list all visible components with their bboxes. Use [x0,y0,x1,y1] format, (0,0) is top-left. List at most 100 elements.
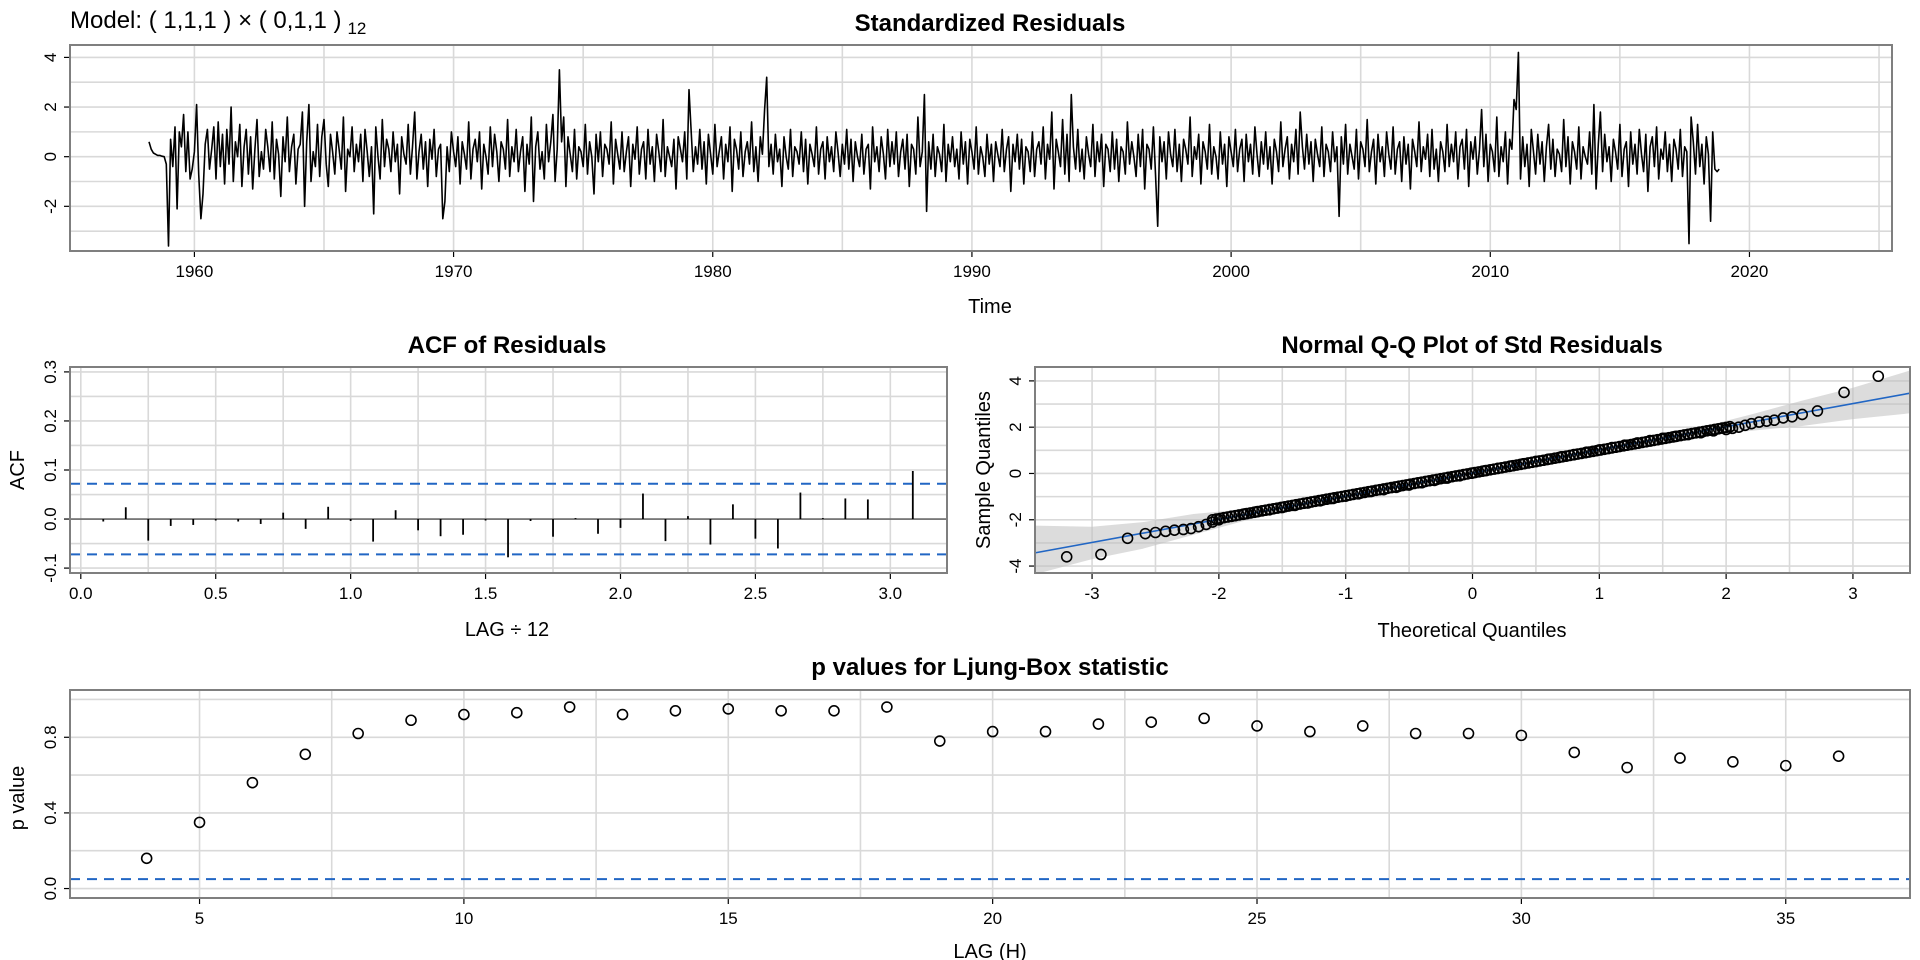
qq-point [1618,439,1631,452]
ljungbox-point [1356,720,1369,732]
qq-xlabel: Theoretical Quantiles [1378,620,1567,642]
qq-point [1694,426,1707,439]
ljungbox-plot-area [70,690,1910,898]
acf-xtick-label: 0.0 [69,584,93,603]
residuals-xtick-label: 1980 [694,262,732,281]
ljungbox-point [1832,750,1845,762]
acf-ytick-label: 0.1 [41,458,60,482]
qq-point [1669,430,1682,443]
ljungbox-point [1039,725,1052,738]
ljungbox-frame [69,689,1911,899]
qq-point [1760,415,1773,427]
ljungbox-point [775,704,787,717]
ljungbox-ylabel: p value [7,766,29,831]
qq-xtick-label: 3 [1848,584,1857,603]
qq-point [1745,417,1758,430]
qq-point [1263,504,1276,516]
qq-point [1838,386,1850,399]
ljungbox-xtick-label: 25 [1248,909,1267,928]
qq-point [1177,523,1190,536]
residuals-xtick-label: 1960 [175,262,213,281]
acf-ytick-label: 0.0 [41,507,60,531]
qq-point [1121,532,1134,545]
ljungbox-point [1515,729,1528,742]
qq-point [1872,370,1885,383]
qq-xtick-label: -2 [1211,584,1226,603]
qq-point [1213,513,1225,526]
ljungbox-point [1145,716,1158,728]
qq-point [1479,464,1491,477]
qq-point [1289,499,1301,512]
qq-point [1530,455,1542,468]
residuals-xtick-label: 1990 [953,262,991,281]
residuals-ytick-label: -2 [41,199,60,214]
residuals-xtick-label: 2010 [1471,262,1509,281]
acf-ytick-label: -0.1 [41,553,60,582]
acf-xtick-label: 2.0 [609,584,633,603]
residuals-ytick-label: 4 [41,53,60,62]
qq-point [1238,508,1251,520]
qq-point [1060,550,1073,563]
qq-point [1276,501,1289,514]
residuals-frame [69,44,1893,252]
qq-point [1733,421,1745,433]
ljungbox-point [881,701,893,713]
qq-point [1339,490,1352,502]
qq-point [1492,462,1504,475]
qq-point [1466,467,1479,479]
acf-xtick-label: 1.0 [339,584,363,603]
ljungbox-point [828,704,840,717]
acf-ytick-label: 0.2 [41,409,60,433]
ljungbox-point [405,714,417,727]
ljungbox-xtick-label: 35 [1776,909,1795,928]
qq-point [1192,520,1205,533]
ljungbox-xtick-label: 15 [719,909,738,928]
qq-point [1185,522,1197,535]
ljungbox-xtick-label: 30 [1512,909,1531,928]
ljungbox-point [458,708,470,721]
ljungbox-ytick-label: 0.4 [41,801,60,825]
qq-point [1225,510,1238,523]
residuals-xlabel: Time [968,296,1012,318]
ljungbox-ytick-label: 0.8 [41,725,60,749]
ljungbox-point [1462,727,1475,740]
qq-point [1251,505,1263,518]
qq-point [1159,525,1172,538]
qq-point [1593,444,1606,456]
qq-point [1796,408,1809,421]
qq-point [1726,422,1739,435]
qq-xtick-label: 1 [1595,584,1604,603]
qq-point [1555,451,1568,463]
qq-title: Normal Q-Q Plot of Std Residuals [1281,332,1662,359]
qq-xtick-label: 2 [1721,584,1730,603]
qq-ytick-label: -2 [1006,512,1025,527]
acf-panel: ACF of Residuals LAG ÷ 12 ACF 0.0 0.5 1.0 1… [7,332,948,641]
qq-point [1720,423,1732,436]
ljungbox-point [1304,725,1316,738]
qq-point [1415,476,1428,489]
qq-point [1580,446,1593,458]
qq-point [1206,516,1219,528]
qq-point [1656,432,1669,445]
qq-point [1682,428,1694,441]
qq-point [1365,485,1377,498]
ljungbox-point [246,776,259,789]
residuals-xtick-label: 2000 [1212,262,1250,281]
ljungbox-xtick-label: 20 [983,909,1002,928]
qq-point [1631,437,1644,449]
qq-xtick-label: -1 [1338,584,1353,603]
qq-point [1517,457,1530,470]
residuals-ytick-label: 0 [41,152,60,161]
qq-point [1606,441,1618,454]
residuals-title: Standardized Residuals [855,10,1126,37]
qq-ytick-label: 4 [1006,376,1025,385]
qq-point [1454,469,1466,482]
ljungbox-point [986,725,999,738]
residuals-line [148,51,1720,247]
acf-xtick-label: 0.5 [204,584,228,603]
acf-ytick-label: 0.3 [41,360,60,384]
acf-ylabel: ACF [7,450,29,490]
qq-point [1441,472,1453,484]
residuals-xtick-label: 1970 [435,262,473,281]
acf-xtick-label: 3.0 [879,584,903,603]
